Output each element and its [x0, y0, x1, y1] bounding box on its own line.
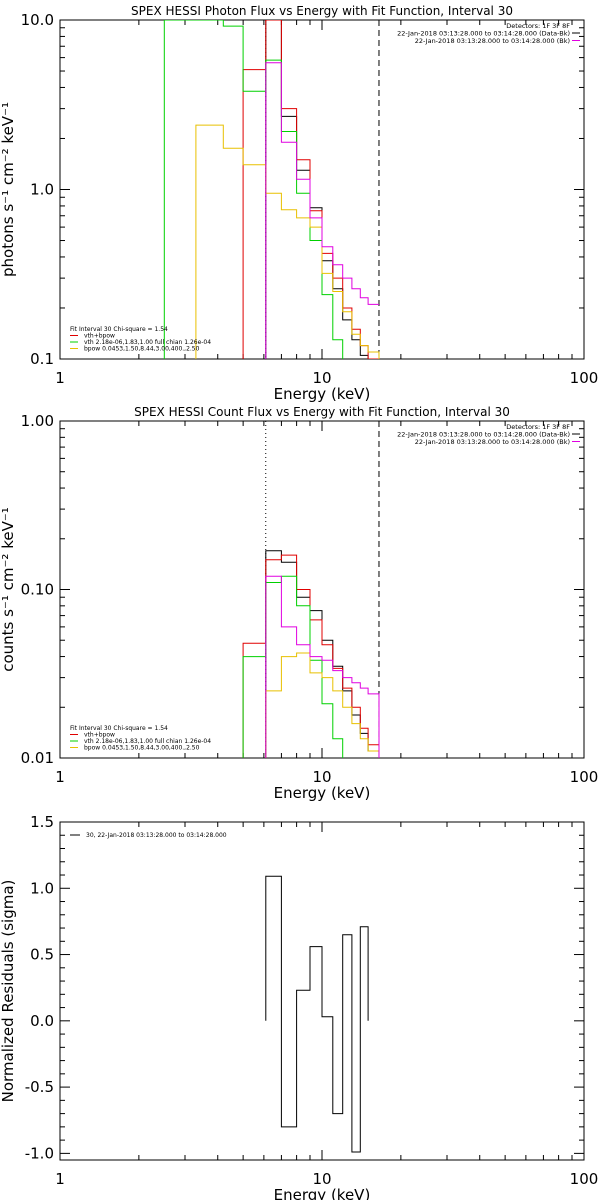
series-group — [242, 550, 380, 758]
info-line: 22-Jan-2018 03:13:28.000 to 03:14:28.000… — [397, 431, 570, 439]
x-ticks — [59, 421, 573, 758]
series-vth+bpow — [242, 20, 379, 359]
series-group — [163, 20, 380, 359]
legend-entry: Fit Interval 30 Chi-square = 1.54 — [70, 326, 168, 333]
y-ticks — [60, 420, 584, 759]
series-bpow — [265, 652, 380, 758]
y-tick-label: 0.0 — [30, 1012, 54, 1030]
y-tick-label: 0.1 — [30, 350, 54, 368]
x-tick-label: 100 — [570, 768, 599, 786]
series-residuals — [265, 875, 369, 1153]
x-tick-label: 1 — [55, 768, 65, 786]
series-data — [265, 20, 380, 359]
series-vth+bpow — [242, 554, 380, 758]
chart-2: 1 10 100 1.00 0.10 0.01 SPEX HESSI Count Flux … — [0, 405, 598, 802]
series-bk — [265, 62, 379, 359]
y-axis-label: photons s⁻¹ cm⁻² keV⁻¹ — [0, 102, 17, 277]
plot-frame — [59, 19, 585, 360]
series-group — [265, 875, 369, 1153]
y-ticks — [60, 821, 584, 1154]
x-ticks — [59, 822, 573, 1160]
series-vth — [163, 20, 344, 359]
series-bpow — [195, 124, 380, 359]
series-data — [265, 550, 380, 758]
y-ticks — [60, 19, 584, 360]
y-tick-label: 1.00 — [21, 412, 54, 430]
legend-entry: bpow 0.0453,1.50,8.44,3.00,400.,2.50 — [84, 745, 200, 752]
x-tick-label: 100 — [570, 1170, 599, 1188]
x-tick-label: 100 — [570, 369, 599, 387]
x-axis-label: Energy (keV) — [274, 1186, 371, 1200]
y-tick-label: 0.5 — [30, 946, 54, 964]
y-tick-label: -0.5 — [25, 1078, 54, 1096]
x-tick-label: 10 — [312, 768, 331, 786]
legend-entry: vth 2.18e-06,1.83,1.00 full chian 1.26e-… — [84, 339, 211, 346]
y-tick-label: -1.0 — [25, 1144, 54, 1162]
chart-3: 1 10 100 1.5 1.0 0.5 0.0 -0.5 -1.0 Energy (keV) No… — [0, 813, 598, 1200]
legend-entry: vth+bpow — [84, 333, 115, 340]
x-tick-label: 1 — [55, 1170, 65, 1188]
y-tick-label: 1.0 — [30, 181, 54, 199]
y-tick-label: 0.10 — [21, 581, 54, 599]
chart-1: 1 10 100 10.0 1.0 0.1 SPEX HESSI Photon Flux v… — [0, 4, 598, 403]
y-tick-label: 1.0 — [30, 879, 54, 897]
legend-entry: vth+bpow — [84, 732, 115, 739]
legend-entry: bpow 0.0453,1.50,8.44,3.00,400.,2.50 — [84, 346, 200, 353]
y-tick-label: 0.01 — [21, 749, 54, 767]
y-axis-label: Normalized Residuals (sigma) — [0, 880, 17, 1103]
y-tick-label: 10.0 — [21, 11, 54, 29]
chart-title: SPEX HESSI Count Flux vs Energy with Fit… — [134, 405, 510, 419]
x-axis-label: Energy (keV) — [274, 784, 371, 802]
series-vth — [242, 575, 344, 758]
info-line: Detectors: 1F 3F 8F — [506, 22, 570, 30]
legend-entry: vth 2.18e-06,1.83,1.00 full chian 1.26e-… — [84, 738, 211, 745]
info-line: 22-Jan-2018 03:13:28.000 to 03:14:28.000… — [415, 37, 570, 45]
info-line: Detectors: 1F 3F 8F — [506, 423, 570, 431]
plot-frame — [59, 420, 585, 759]
info-line: 22-Jan-2018 03:13:28.000 to 03:14:28.000… — [397, 30, 570, 38]
legend-entry: Fit Interval 30 Chi-square = 1.54 — [70, 725, 168, 732]
x-tick-label: 10 — [312, 369, 331, 387]
legend-entry: 30, 22-Jan-2018 03:13:28.000 to 03:14:28… — [86, 832, 227, 839]
x-tick-label: 1 — [55, 369, 65, 387]
series-bk — [265, 575, 380, 758]
x-axis-label: Energy (keV) — [274, 385, 371, 403]
chart-title: SPEX HESSI Photon Flux vs Energy with Fi… — [131, 4, 513, 18]
x-ticks — [59, 20, 573, 359]
y-tick-label: 1.5 — [30, 813, 54, 831]
x-tick-label: 10 — [312, 1170, 331, 1188]
y-axis-label: counts s⁻¹ cm⁻² keV⁻¹ — [0, 507, 17, 672]
info-line: 22-Jan-2018 03:13:28.000 to 03:14:28.000… — [415, 438, 570, 446]
